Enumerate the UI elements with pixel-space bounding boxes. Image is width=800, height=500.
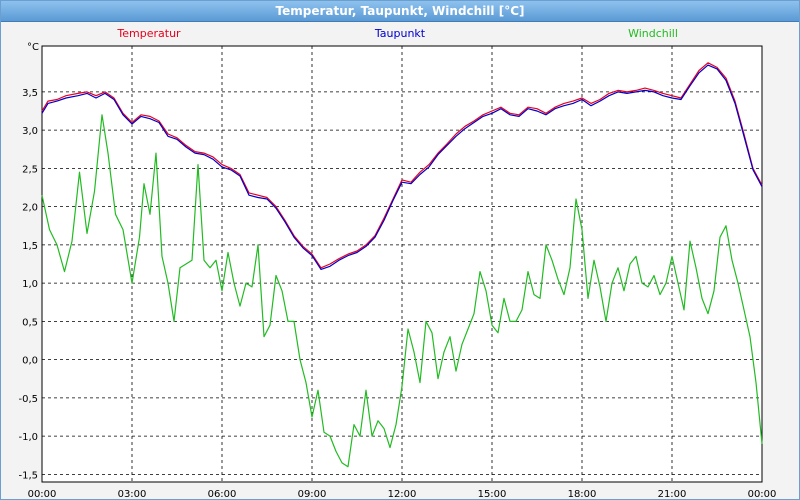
legend-temperatur: Temperatur — [116, 27, 181, 40]
y-tick-label: 3,0 — [22, 126, 38, 137]
x-tick-time: 18:00 — [568, 489, 597, 499]
x-tick-time: 12:00 — [388, 489, 417, 499]
x-tick-time: 21:00 — [658, 489, 687, 499]
window-title: Temperatur, Taupunkt, Windchill [°C] — [1, 1, 799, 22]
series-line-taupunkt — [41, 64, 763, 270]
y-axis-ticks: -1,5 -1,0 -0,5 0,0 0,5 1,0 1,5 2,0 2,5 3,0 3,5 — [18, 88, 38, 481]
legend-taupunkt: Taupunkt — [374, 27, 426, 40]
series-lines — [41, 62, 763, 468]
y-tick-label: 0,0 — [22, 356, 38, 367]
x-axis-ticks: 00:0012.12.1303:0012.12.1306:0012.12.130… — [28, 489, 777, 499]
y-tick-label: 2,0 — [22, 203, 38, 214]
x-tick-time: 03:00 — [118, 489, 147, 499]
y-tick-label: 3,5 — [22, 88, 38, 99]
series-line-temperatur — [41, 62, 763, 269]
y-tick-label: -0,5 — [18, 394, 38, 405]
y-tick-label: 2,5 — [22, 164, 38, 175]
x-tick-time: 06:00 — [208, 489, 237, 499]
line-chart: -1,5 -1,0 -0,5 0,0 0,5 1,0 1,5 2,0 2,5 3,0 3,5 00:… — [18, 27, 777, 499]
y-tick-label: -1,5 — [18, 470, 38, 481]
legend: Temperatur Taupunkt Windchill — [116, 27, 678, 40]
series-line-windchill — [41, 114, 763, 468]
x-tick-time: 09:00 — [298, 489, 327, 499]
legend-windchill: Windchill — [628, 27, 678, 40]
y-tick-label: 1,0 — [22, 279, 38, 290]
x-tick-time: 00:00 — [28, 489, 57, 499]
y-tick-label: 0,5 — [22, 317, 38, 328]
x-tick-time: 00:00 — [748, 489, 777, 499]
x-tick-time: 15:00 — [478, 489, 507, 499]
y-axis-label: °C — [27, 42, 39, 53]
y-tick-label: -1,0 — [18, 432, 38, 443]
y-tick-label: 1,5 — [22, 241, 38, 252]
